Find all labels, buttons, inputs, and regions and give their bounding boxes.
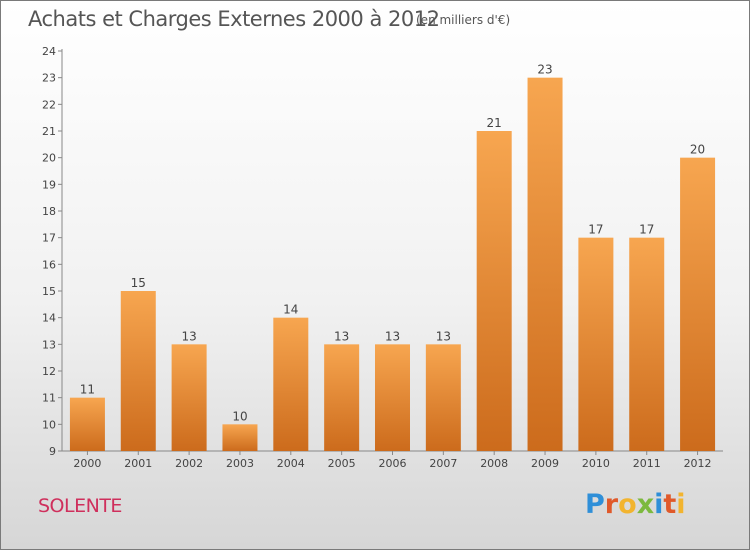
- bar-value-label: 17: [588, 223, 603, 237]
- bar: [120, 291, 156, 451]
- x-tick-label: 2000: [73, 457, 101, 470]
- bar: [222, 424, 258, 451]
- bar: [273, 317, 309, 451]
- x-tick-label: 2006: [379, 457, 407, 470]
- bar-value-label: 14: [283, 303, 298, 317]
- bar: [375, 344, 410, 451]
- proxiti-logo: Proxiti: [585, 489, 686, 520]
- x-tick-label: 2004: [277, 457, 305, 470]
- bar-value-label: 21: [487, 116, 502, 130]
- logo-letter: t: [663, 489, 677, 520]
- x-tick-label: 2008: [480, 457, 508, 470]
- y-tick-label: 18: [42, 205, 56, 218]
- y-tick-label: 24: [42, 45, 56, 58]
- y-tick-label: 11: [42, 392, 56, 405]
- y-tick-label: 17: [42, 232, 56, 245]
- x-tick-label: 2003: [226, 457, 254, 470]
- bar: [425, 344, 461, 451]
- x-tick-label: 2007: [429, 457, 457, 470]
- bar: [680, 157, 716, 451]
- y-tick-label: 23: [42, 72, 56, 85]
- bar-value-label: 13: [385, 329, 400, 343]
- logo-letter: r: [604, 489, 619, 520]
- x-tick-label: 2001: [124, 457, 152, 470]
- y-tick-label: 12: [42, 365, 56, 378]
- bar-value-label: 13: [334, 329, 349, 343]
- bar: [476, 131, 512, 451]
- bar-value-label: 13: [436, 329, 451, 343]
- commune-name: SOLENTE: [38, 495, 122, 517]
- x-tick-label: 2012: [684, 457, 712, 470]
- x-tick-label: 2002: [175, 457, 203, 470]
- bar-value-label: 15: [131, 276, 146, 290]
- logo-letter: i: [654, 489, 664, 520]
- bar: [171, 344, 207, 451]
- y-tick-label: 16: [42, 258, 56, 271]
- chart-unit-note: (en milliers d'€): [416, 13, 511, 27]
- x-tick-label: 2005: [328, 457, 356, 470]
- y-tick-label: 9: [49, 445, 56, 458]
- bar: [324, 344, 360, 451]
- y-tick-label: 10: [42, 418, 56, 431]
- y-tick-label: 19: [42, 178, 56, 191]
- x-tick-label: 2009: [531, 457, 559, 470]
- y-tick-label: 22: [42, 98, 56, 111]
- x-tick-label: 2011: [633, 457, 661, 470]
- bar-value-label: 23: [537, 63, 552, 77]
- logo-letter: i: [676, 489, 686, 520]
- bar: [629, 237, 665, 451]
- chart-title: Achats et Charges Externes 2000 à 2012: [28, 7, 440, 31]
- y-tick-label: 14: [42, 312, 56, 325]
- y-tick-label: 15: [42, 285, 56, 298]
- bar-value-label: 10: [232, 409, 247, 423]
- bar-value-label: 13: [181, 329, 196, 343]
- bar-value-label: 20: [690, 143, 705, 157]
- y-tick-label: 20: [42, 152, 56, 165]
- logo-letter: P: [585, 489, 605, 520]
- bar: [527, 77, 563, 452]
- logo-letter: o: [618, 489, 637, 520]
- bar: [69, 397, 105, 451]
- logo-letter: x: [636, 489, 655, 520]
- bar: [578, 237, 614, 451]
- bar-value-label: 11: [80, 383, 95, 397]
- bar-value-label: 17: [639, 223, 654, 237]
- x-tick-label: 2010: [582, 457, 610, 470]
- y-tick-label: 13: [42, 338, 56, 351]
- y-tick-label: 21: [42, 125, 56, 138]
